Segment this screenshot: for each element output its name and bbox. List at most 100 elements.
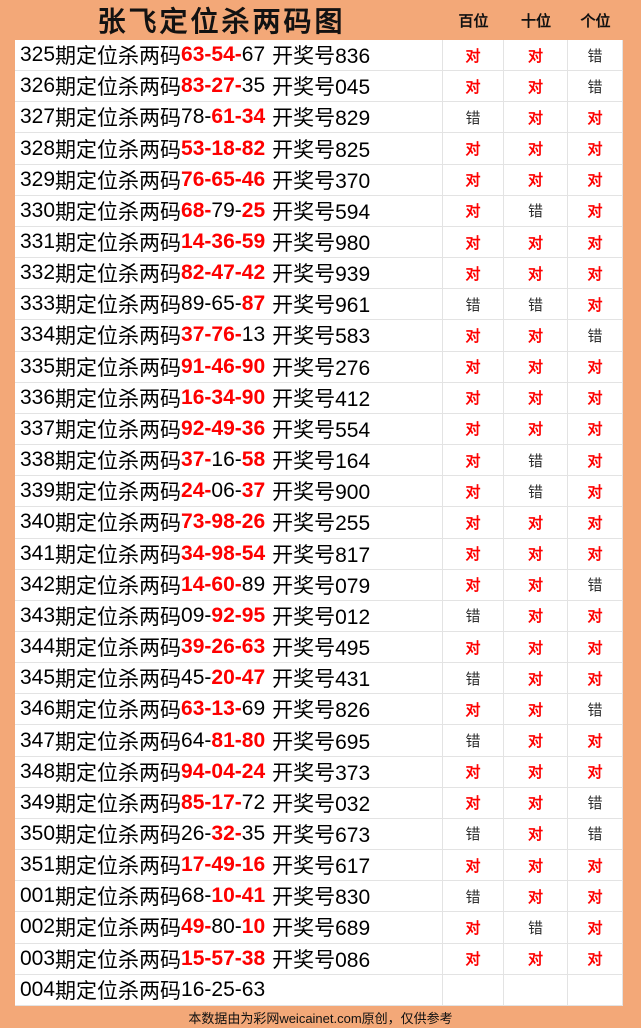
code-segment: 79- — [211, 198, 242, 222]
draw-number: 开奖号817 — [272, 543, 371, 567]
result-cell-units: 对 — [567, 725, 622, 756]
draw-number: 开奖号012 — [272, 605, 371, 629]
table-row: 336 期定位杀两码 16-34-90 开奖号412 对 对 对 — [15, 382, 622, 414]
table-row: 004 期定位杀两码 16-25-63 — [15, 974, 622, 1006]
code-segment: 87 — [241, 292, 266, 316]
table-row: 002 期定位杀两码 49-80-10 开奖号689 对 错 对 — [15, 912, 622, 944]
row-label: 期定位杀两码 — [55, 169, 182, 193]
result-cell-tens — [503, 974, 567, 1005]
result-cell-units: 对 — [567, 445, 622, 476]
row-label: 期定位杀两码 — [55, 325, 182, 349]
code-segment: 67 — [241, 43, 266, 67]
row-text-cell: 343 期定位杀两码 09-92-95 开奖号012 — [15, 601, 442, 631]
code-segment: 92- — [211, 603, 242, 627]
draw-number: 开奖号045 — [272, 76, 371, 100]
period-number: 341 — [20, 541, 56, 565]
row-text-cell: 348 期定位杀两码 94-04-24 开奖号373 — [15, 757, 442, 787]
row-label: 期定位杀两码 — [55, 107, 182, 131]
code-segment: 13- — [211, 697, 242, 721]
result-cell-units: 对 — [567, 881, 622, 912]
code-segment: 63 — [241, 977, 266, 1001]
period-number: 004 — [20, 977, 56, 1001]
result-cell-units: 对 — [567, 382, 622, 413]
code-segment: 24- — [181, 479, 212, 503]
code-segment: 18- — [211, 136, 242, 160]
row-text-cell: 333 期定位杀两码 89-65-87 开奖号961 — [15, 289, 442, 319]
draw-number: 开奖号594 — [272, 200, 371, 224]
draw-number: 开奖号836 — [272, 45, 371, 69]
code-segment: 59 — [241, 230, 266, 254]
code-segment: 37- — [181, 448, 212, 472]
code-segment: 58 — [241, 448, 266, 472]
row-text-cell: 002 期定位杀两码 49-80-10 开奖号689 — [15, 912, 442, 942]
row-text-cell: 336 期定位杀两码 16-34-90 开奖号412 — [15, 383, 442, 413]
code-segment: 25- — [211, 977, 242, 1001]
row-label: 期定位杀两码 — [55, 979, 182, 1003]
draw-number: 开奖号617 — [272, 855, 371, 879]
result-cell-hundreds: 错 — [442, 725, 503, 756]
code-segment: 90 — [241, 385, 266, 409]
row-text-cell: 328 期定位杀两码 53-18-82 开奖号825 — [15, 133, 442, 163]
table-row: 325 期定位杀两码 63-54-67 开奖号836 对 对 错 — [15, 40, 622, 72]
row-label: 期定位杀两码 — [55, 543, 182, 567]
kill-codes: 68-10-41 — [181, 884, 265, 908]
code-segment: 20- — [211, 666, 242, 690]
result-cell-hundreds: 对 — [442, 71, 503, 102]
row-label: 期定位杀两码 — [55, 605, 182, 629]
result-cell-tens: 对 — [503, 351, 567, 382]
result-cell-tens: 对 — [503, 133, 567, 164]
code-segment: 34- — [211, 385, 242, 409]
row-label: 期定位杀两码 — [55, 481, 182, 505]
code-segment: 35 — [241, 821, 266, 845]
result-cell-hundreds: 错 — [442, 600, 503, 631]
table-row: 340 期定位杀两码 73-98-26 开奖号255 对 对 对 — [15, 507, 622, 539]
code-segment: 47- — [211, 261, 242, 285]
result-cell-hundreds: 错 — [442, 289, 503, 320]
period-number: 345 — [20, 666, 56, 690]
code-segment: 94- — [181, 759, 212, 783]
table-row: 339 期定位杀两码 24-06-37 开奖号900 对 错 对 — [15, 476, 622, 508]
result-cell-units: 错 — [567, 569, 622, 600]
code-segment: 72 — [241, 790, 266, 814]
code-segment: 46 — [241, 167, 266, 191]
result-cell-hundreds — [442, 974, 503, 1005]
table-row: 335 期定位杀两码 91-46-90 开奖号276 对 对 对 — [15, 351, 622, 383]
result-cell-tens: 对 — [503, 102, 567, 133]
code-segment: 16- — [211, 448, 242, 472]
kill-codes: 15-57-38 — [181, 947, 265, 971]
result-cell-tens: 对 — [503, 569, 567, 600]
result-cell-hundreds: 对 — [442, 912, 503, 943]
result-cell-hundreds: 对 — [442, 40, 503, 71]
code-segment: 14- — [181, 230, 212, 254]
code-segment: 46- — [211, 354, 242, 378]
kill-codes: 53-18-82 — [181, 137, 265, 161]
row-label: 期定位杀两码 — [55, 668, 182, 692]
code-segment: 57- — [211, 946, 242, 970]
column-header-units: 个位 — [580, 12, 611, 30]
code-segment: 91- — [181, 354, 212, 378]
result-cell-hundreds: 错 — [442, 663, 503, 694]
row-label: 期定位杀两码 — [55, 232, 182, 256]
kill-codes: 16-34-90 — [181, 386, 265, 410]
result-cell-hundreds: 对 — [442, 258, 503, 289]
kill-codes: 91-46-90 — [181, 355, 265, 379]
period-number: 350 — [20, 821, 56, 845]
period-number: 343 — [20, 603, 56, 627]
result-cell-units: 错 — [567, 818, 622, 850]
table-row: 346 期定位杀两码 63-13-69 开奖号826 对 对 错 — [15, 694, 622, 726]
period-number: 337 — [20, 416, 56, 440]
result-cell-tens: 错 — [503, 476, 567, 507]
result-cell-hundreds: 对 — [442, 569, 503, 600]
row-text-cell: 350 期定位杀两码 26-32-35 开奖号673 — [15, 819, 442, 849]
table-row: 348 期定位杀两码 94-04-24 开奖号373 对 对 对 — [15, 756, 622, 788]
row-label: 期定位杀两码 — [55, 450, 182, 474]
table-row: 328 期定位杀两码 53-18-82 开奖号825 对 对 对 — [15, 133, 622, 165]
code-segment: 80 — [241, 728, 266, 752]
table-row: 349 期定位杀两码 85-17-72 开奖号032 对 对 错 — [15, 787, 622, 819]
code-segment: 90 — [241, 354, 266, 378]
period-number: 330 — [20, 198, 56, 222]
code-segment: 36 — [241, 416, 266, 440]
result-cell-units: 对 — [567, 538, 622, 569]
kill-codes: 45-20-47 — [181, 666, 265, 690]
result-cell-hundreds: 对 — [442, 787, 503, 818]
